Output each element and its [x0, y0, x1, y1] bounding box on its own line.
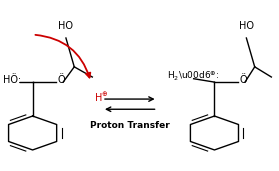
Text: HO: HO: [239, 21, 254, 31]
Text: H$_2$\u00d6$^{\oplus}$:: H$_2$\u00d6$^{\oplus}$:: [167, 70, 220, 83]
Text: HO: HO: [58, 21, 73, 31]
Text: H$^{\oplus}$: H$^{\oplus}$: [94, 91, 108, 104]
Text: Ö: Ö: [57, 75, 65, 85]
Text: Proton Transfer: Proton Transfer: [90, 121, 170, 130]
Text: HÖ:: HÖ:: [3, 75, 21, 85]
Text: Ö: Ö: [239, 75, 247, 85]
